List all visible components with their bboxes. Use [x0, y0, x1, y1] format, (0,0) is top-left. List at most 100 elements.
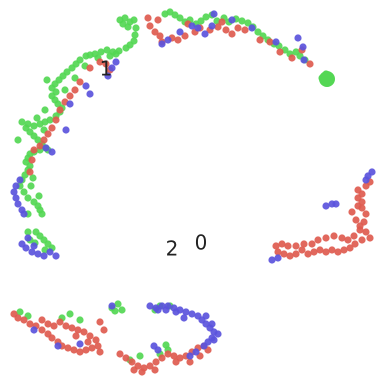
scatter-point-green — [66, 310, 74, 318]
scatter-point-red — [86, 64, 94, 72]
scatter-point-blue — [172, 308, 180, 316]
scatter-point-blue — [188, 310, 196, 318]
scatter-point-blue — [194, 24, 202, 32]
scatter-point-red — [156, 32, 164, 40]
scatter-point-blue — [16, 176, 24, 184]
scatter-point-red — [292, 250, 300, 258]
scatter-point-blue — [268, 256, 276, 264]
scatter-point-blue — [322, 202, 330, 210]
scatter-point-red — [276, 48, 284, 56]
scatter-point-red — [128, 358, 136, 366]
scatter-point-red — [316, 246, 324, 254]
scatter-point-red — [298, 246, 306, 254]
scatter-point-green — [114, 300, 122, 308]
scatter-point-red — [72, 332, 80, 340]
scatter-point-red — [151, 28, 159, 36]
scatter-point-red — [28, 156, 36, 164]
scatter-point-blue — [22, 244, 30, 252]
scatter-point-green — [36, 120, 44, 128]
scatter-point-blue — [208, 22, 216, 30]
scatter-point-red — [358, 236, 366, 244]
scatter-point-green — [118, 306, 126, 314]
scatter-point-red — [286, 252, 294, 260]
scatter-point-blue — [294, 34, 302, 42]
cluster-label-1: 1 — [100, 57, 113, 81]
scatter-point-red — [340, 246, 348, 254]
scatter-point-red — [280, 250, 288, 258]
scatter-point-blue — [164, 36, 172, 44]
scatter-point-blue — [62, 126, 70, 134]
scatter-point-red — [70, 346, 78, 354]
scatter-point-red — [310, 248, 318, 256]
scatter-point-red — [44, 320, 52, 328]
scatter-point-green — [97, 48, 105, 56]
scatter-point-red — [66, 92, 74, 100]
scatter-point-red — [30, 146, 38, 154]
scatter-point-blue — [12, 194, 20, 202]
scatter-point-green — [238, 17, 246, 25]
scatter-point-red — [96, 348, 104, 356]
scatter-point-green — [244, 19, 252, 27]
scatter-point-blue — [48, 148, 56, 156]
scatter-point-blue — [112, 58, 120, 66]
scatter-point-green — [132, 24, 140, 32]
scatter-point-red — [86, 332, 94, 340]
scatter-point-blue — [66, 100, 74, 108]
scatter-point-red — [62, 322, 70, 330]
scatter-point-green — [38, 210, 46, 218]
scatter-point-red — [64, 344, 72, 352]
scatter-point-blue — [299, 43, 307, 51]
scatter-point-red — [300, 240, 308, 248]
scatter-point-red — [328, 246, 336, 254]
scatter-point-blue — [274, 254, 282, 262]
scatter-point-blue — [76, 340, 84, 348]
scatter-point-red — [222, 26, 230, 34]
scatter-point-red — [274, 248, 282, 256]
scatter-point-red — [352, 216, 360, 224]
scatter-point-green — [61, 86, 69, 94]
scatter-point-red — [306, 60, 314, 68]
scatter-point-blue — [248, 24, 256, 32]
scatter-point-blue — [272, 38, 280, 46]
scatter-point-red — [304, 250, 312, 258]
scatter-point-blue — [86, 90, 94, 98]
scatter-point-red — [278, 240, 286, 248]
scatter-point-red — [14, 314, 22, 322]
scatter-point-blue — [10, 188, 18, 196]
scatter-point-green — [131, 31, 139, 39]
scatter-point-red — [130, 366, 138, 374]
scatter-point-red — [146, 362, 154, 370]
scatter-point-red — [344, 236, 352, 244]
scatter-point-red — [234, 24, 242, 32]
scatter-point-green — [121, 14, 129, 22]
scatter-point-red — [164, 350, 172, 358]
scatter-point-green — [254, 28, 262, 36]
cluster-labels: 1 2 0 — [100, 57, 208, 261]
scatter-point-red — [330, 232, 338, 240]
scatter-point-red — [56, 318, 64, 326]
scatter-point-red — [174, 36, 182, 44]
scatter-point-green — [20, 188, 28, 196]
scatter-point-green — [124, 23, 132, 31]
scatter-point-green — [24, 228, 32, 236]
scatter-point-green — [76, 316, 84, 324]
scatter-point-red — [314, 236, 322, 244]
scatter-point-blue — [54, 342, 62, 350]
scatter-point-red — [322, 234, 330, 242]
scatter-point-green — [71, 74, 79, 82]
scatter-point-red — [151, 366, 159, 374]
scatter-point-red — [38, 326, 46, 334]
scatter-point-red — [218, 18, 226, 26]
scatter-point-green — [122, 44, 130, 52]
scatter-point-blue — [362, 176, 370, 184]
scatter-point-red — [322, 248, 330, 256]
scatter-point-blue — [214, 330, 222, 338]
scatter-point-blue — [332, 200, 340, 208]
scatter-point-green — [41, 106, 49, 114]
scatter-point-red — [146, 22, 154, 30]
scatter-point-blue — [52, 252, 60, 260]
scatter-point-red — [158, 354, 166, 362]
scatter-point-red — [100, 326, 108, 334]
scatter-point-red — [170, 352, 178, 360]
